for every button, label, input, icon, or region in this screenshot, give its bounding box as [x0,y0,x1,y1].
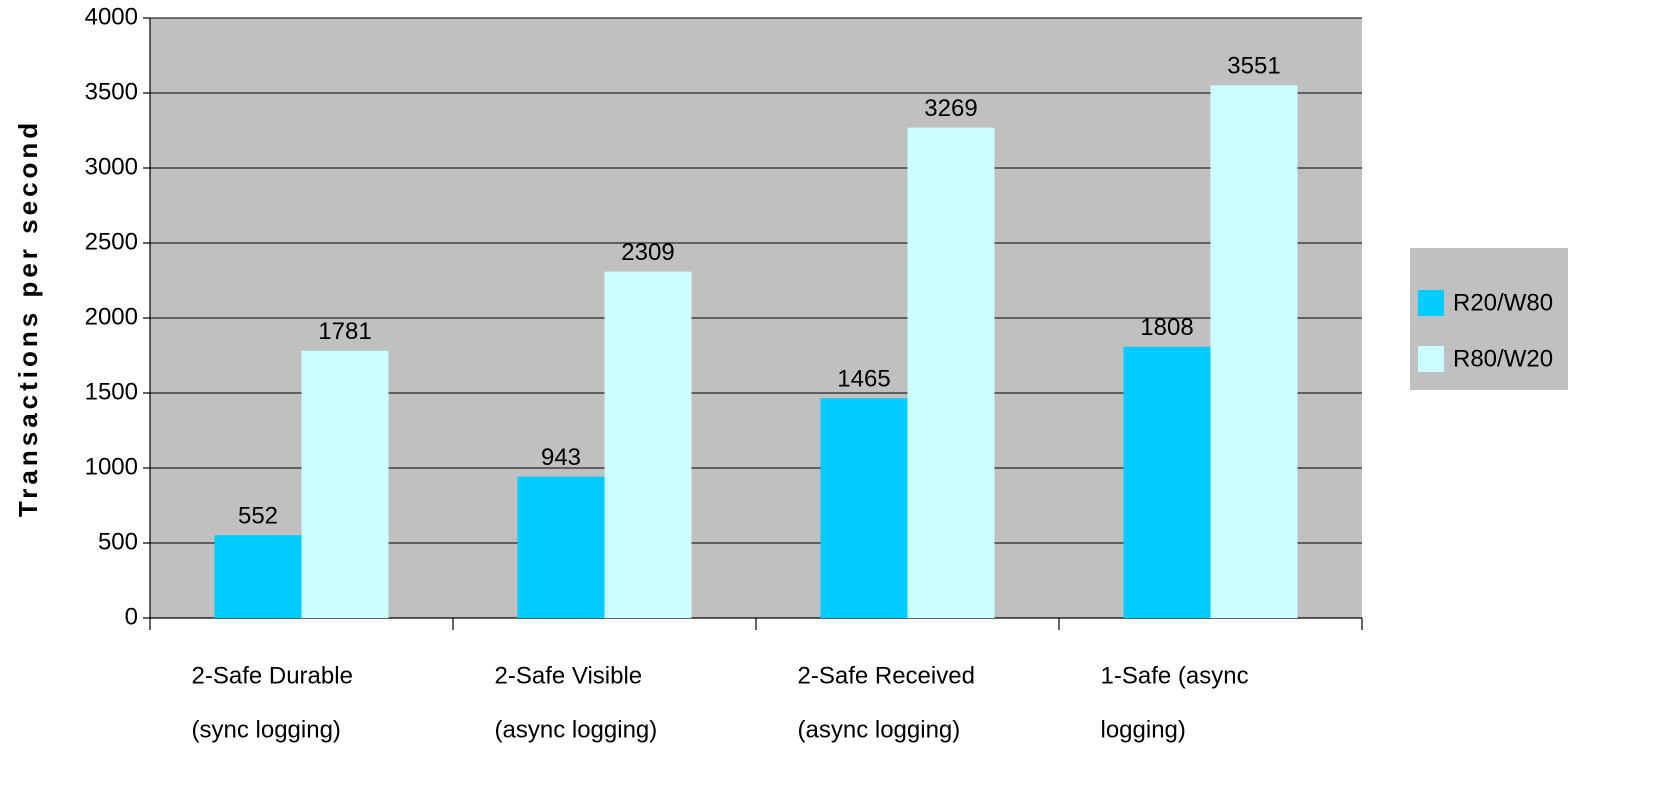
legend-label: R20/W80 [1453,289,1553,316]
y-tick-label: 500 [98,528,138,555]
value-label: 552 [238,503,278,530]
bar [1123,346,1211,618]
y-tick-label: 3500 [85,78,138,105]
legend-swatch [1418,346,1444,372]
value-label: 1781 [318,318,371,345]
y-tick-label: 2500 [85,228,138,255]
bar [604,271,692,618]
y-tick-label: 4000 [85,3,138,30]
y-tick-label: 0 [125,603,138,630]
x-tick-label: 2-Safe Durable [192,662,353,689]
x-tick-label: 1-Safe (async [1101,662,1249,689]
y-tick-label: 3000 [85,153,138,180]
bar [301,350,389,618]
bar [214,535,302,618]
bar [907,127,995,619]
x-tick-label: logging) [1101,716,1186,743]
x-tick-label: 2-Safe Visible [495,662,643,689]
x-tick-label: (sync logging) [192,716,341,743]
value-label: 1808 [1140,314,1193,341]
value-label: 943 [541,444,581,471]
x-tick-label: (async logging) [495,716,658,743]
y-tick-label: 2000 [85,303,138,330]
bar [820,398,908,618]
value-label: 3551 [1227,53,1280,80]
value-label: 1465 [837,366,890,393]
y-axis-label: Transactions per second [13,119,43,517]
x-tick-label: (async logging) [798,716,961,743]
value-label: 2309 [621,239,674,266]
y-tick-label: 1000 [85,453,138,480]
x-tick-label: 2-Safe Received [798,662,975,689]
value-label: 3269 [924,95,977,122]
legend-swatch [1418,290,1444,316]
bar [517,476,605,618]
legend-label: R80/W20 [1453,345,1553,372]
bar [1210,85,1298,619]
y-tick-label: 1500 [85,378,138,405]
